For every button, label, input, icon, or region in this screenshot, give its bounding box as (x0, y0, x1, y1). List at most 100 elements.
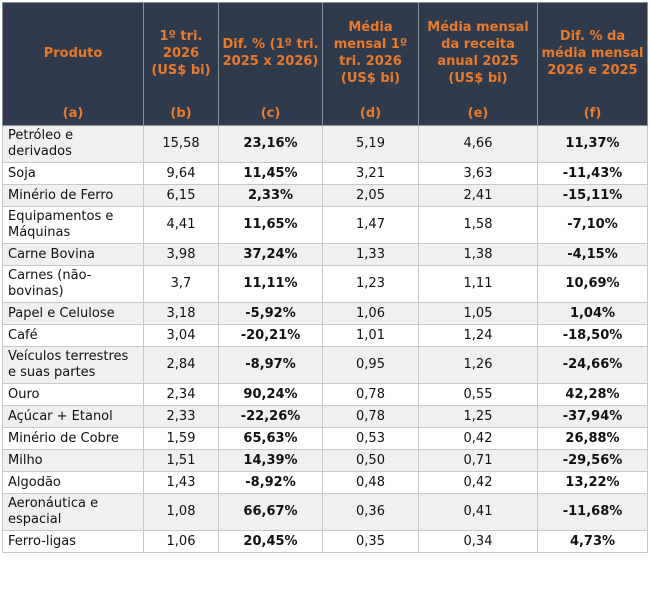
header-media-mensal-tri: Média mensal 1º tri. 2026 (US$ bi) (d) (322, 2, 419, 126)
cell-media-anual: 3,63 (418, 162, 538, 185)
cell-media-tri: 5,19 (322, 125, 419, 163)
cell-dif-tri: 11,11% (218, 265, 323, 303)
cell-valor-tri: 3,98 (143, 243, 219, 266)
cell-dif-media: 42,28% (537, 383, 648, 406)
cell-valor-tri: 4,41 (143, 206, 219, 244)
cell-dif-media: 26,88% (537, 427, 648, 450)
header-media-mensal-anual-2025: Média mensal da receita anual 2025 (US$ … (418, 2, 538, 126)
cell-dif-media: 4,73% (537, 530, 648, 553)
cell-produto: Aeronáutica e espacial (2, 493, 144, 531)
cell-valor-tri: 2,84 (143, 346, 219, 384)
cell-dif-tri: 37,24% (218, 243, 323, 266)
cell-media-anual: 1,58 (418, 206, 538, 244)
cell-media-tri: 2,05 (322, 184, 419, 207)
cell-media-tri: 0,50 (322, 449, 419, 472)
cell-produto: Milho (2, 449, 144, 472)
cell-produto: Papel e Celulose (2, 302, 144, 325)
cell-produto: Açúcar + Etanol (2, 405, 144, 428)
cell-dif-media: -15,11% (537, 184, 648, 207)
table-row: Carne Bovina 3,98 37,24% 1,33 1,38 -4,15… (2, 243, 648, 266)
cell-media-anual: 1,26 (418, 346, 538, 384)
table-row: Equipamentos e Máquinas 4,41 11,65% 1,47… (2, 206, 648, 244)
cell-valor-tri: 3,04 (143, 324, 219, 347)
table-row: Açúcar + Etanol 2,33 -22,26% 0,78 1,25 -… (2, 405, 648, 428)
cell-media-anual: 1,24 (418, 324, 538, 347)
cell-valor-tri: 1,08 (143, 493, 219, 531)
cell-media-tri: 1,01 (322, 324, 419, 347)
cell-valor-tri: 15,58 (143, 125, 219, 163)
cell-dif-tri: -22,26% (218, 405, 323, 428)
table-row: Milho 1,51 14,39% 0,50 0,71 -29,56% (2, 449, 648, 472)
cell-dif-media: -18,50% (537, 324, 648, 347)
table-row: Veículos terrestres e suas partes 2,84 -… (2, 346, 648, 384)
cell-produto: Ouro (2, 383, 144, 406)
table-row: Algodão 1,43 -8,92% 0,48 0,42 13,22% (2, 471, 648, 494)
cell-dif-tri: -8,97% (218, 346, 323, 384)
cell-media-anual: 0,71 (418, 449, 538, 472)
cell-media-anual: 0,42 (418, 427, 538, 450)
cell-valor-tri: 3,7 (143, 265, 219, 303)
cell-valor-tri: 2,33 (143, 405, 219, 428)
table-row: Aeronáutica e espacial 1,08 66,67% 0,36 … (2, 493, 648, 531)
cell-dif-tri: -5,92% (218, 302, 323, 325)
cell-media-anual: 1,38 (418, 243, 538, 266)
header-dif-tri: Dif. % (1º tri. 2025 x 2026) (c) (218, 2, 323, 126)
cell-valor-tri: 3,18 (143, 302, 219, 325)
cell-produto: Carne Bovina (2, 243, 144, 266)
header-row: Produto (a) 1º tri. 2026 (US$ bi) (b) Dif.… (2, 2, 648, 126)
cell-dif-tri: 23,16% (218, 125, 323, 163)
cell-media-tri: 0,35 (322, 530, 419, 553)
cell-produto: Ferro-ligas (2, 530, 144, 553)
cell-dif-tri: 11,65% (218, 206, 323, 244)
cell-valor-tri: 1,59 (143, 427, 219, 450)
cell-produto: Algodão (2, 471, 144, 494)
cell-dif-media: -4,15% (537, 243, 648, 266)
cell-dif-tri: 2,33% (218, 184, 323, 207)
cell-media-tri: 0,95 (322, 346, 419, 384)
cell-dif-media: -11,68% (537, 493, 648, 531)
cell-dif-tri: 11,45% (218, 162, 323, 185)
cell-media-anual: 0,34 (418, 530, 538, 553)
cell-valor-tri: 2,34 (143, 383, 219, 406)
cell-dif-media: 1,04% (537, 302, 648, 325)
cell-dif-media: 11,37% (537, 125, 648, 163)
cell-valor-tri: 1,43 (143, 471, 219, 494)
cell-produto: Café (2, 324, 144, 347)
cell-dif-media: 13,22% (537, 471, 648, 494)
cell-media-anual: 1,25 (418, 405, 538, 428)
cell-dif-media: -11,43% (537, 162, 648, 185)
cell-produto: Minério de Ferro (2, 184, 144, 207)
table-row: Ferro-ligas 1,06 20,45% 0,35 0,34 4,73% (2, 530, 648, 553)
cell-dif-tri: 90,24% (218, 383, 323, 406)
cell-dif-media: 10,69% (537, 265, 648, 303)
table-row: Papel e Celulose 3,18 -5,92% 1,06 1,05 1… (2, 302, 648, 325)
cell-media-tri: 1,33 (322, 243, 419, 266)
cell-media-tri: 0,78 (322, 405, 419, 428)
header-dif-media-mensal: Dif. % da média mensal 2026 e 2025 (f) (537, 2, 648, 126)
cell-dif-tri: 14,39% (218, 449, 323, 472)
cell-media-tri: 1,47 (322, 206, 419, 244)
cell-media-anual: 1,05 (418, 302, 538, 325)
cell-produto: Minério de Cobre (2, 427, 144, 450)
cell-media-anual: 0,55 (418, 383, 538, 406)
header-1-tri-2026: 1º tri. 2026 (US$ bi) (b) (143, 2, 219, 126)
cell-media-tri: 0,53 (322, 427, 419, 450)
cell-media-tri: 1,23 (322, 265, 419, 303)
table-row: Carnes (não-bovinas) 3,7 11,11% 1,23 1,1… (2, 265, 648, 303)
cell-produto: Equipamentos e Máquinas (2, 206, 144, 244)
cell-media-tri: 0,78 (322, 383, 419, 406)
cell-dif-media: -37,94% (537, 405, 648, 428)
cell-media-tri: 0,36 (322, 493, 419, 531)
cell-valor-tri: 1,51 (143, 449, 219, 472)
table-row: Minério de Ferro 6,15 2,33% 2,05 2,41 -1… (2, 184, 648, 207)
cell-dif-tri: -20,21% (218, 324, 323, 347)
cell-media-tri: 0,48 (322, 471, 419, 494)
cell-media-anual: 2,41 (418, 184, 538, 207)
cell-produto: Petróleo e derivados (2, 125, 144, 163)
cell-valor-tri: 9,64 (143, 162, 219, 185)
cell-media-anual: 4,66 (418, 125, 538, 163)
export-products-table: Produto (a) 1º tri. 2026 (US$ bi) (b) Dif.… (2, 2, 648, 553)
cell-dif-media: -29,56% (537, 449, 648, 472)
cell-dif-tri: 66,67% (218, 493, 323, 531)
table-row: Soja 9,64 11,45% 3,21 3,63 -11,43% (2, 162, 648, 185)
